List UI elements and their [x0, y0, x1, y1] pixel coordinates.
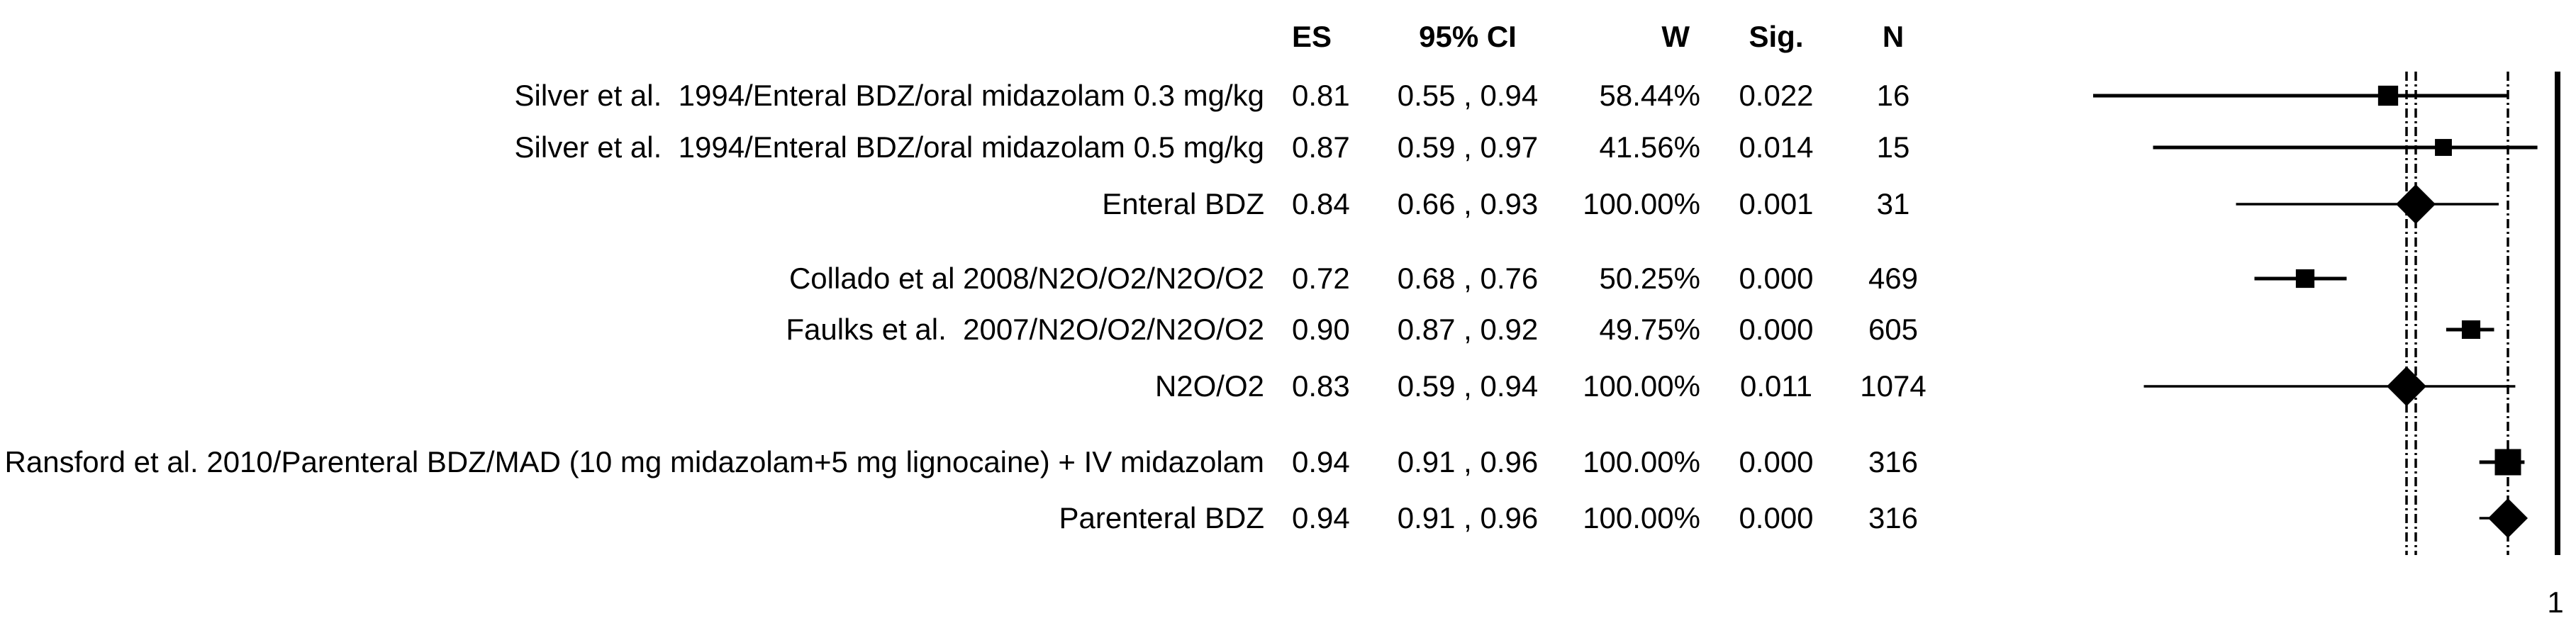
es-square-marker-row-1 — [2377, 85, 2399, 106]
row-3-n: 31 — [1876, 186, 1910, 220]
row-8-w: 100.00% — [1583, 500, 1700, 534]
row-1-sig: 0.022 — [1739, 78, 1814, 112]
column-header-sig: Sig. — [1749, 19, 1804, 53]
row-7-ci: 0.91 , 0.96 — [1397, 444, 1539, 478]
forest-plot-area — [2093, 72, 2560, 555]
row-4-es: 0.72 — [1292, 261, 1350, 295]
row-5-es: 0.90 — [1292, 312, 1350, 346]
row-8-es: 0.94 — [1292, 500, 1350, 534]
row-3-ci: 0.66 , 0.93 — [1397, 186, 1539, 220]
row-2-w: 41.56% — [1599, 130, 1700, 164]
x-axis-tick-label: 1 — [2547, 586, 2564, 619]
es-square-marker-row-4 — [2295, 269, 2315, 289]
pooled-diamond-marker-row-6 — [2387, 366, 2426, 406]
row-4-ci: 0.68 , 0.76 — [1397, 261, 1539, 295]
row-6-es: 0.83 — [1292, 369, 1350, 403]
row-8-n: 316 — [1868, 500, 1919, 534]
row-5-ci: 0.87 , 0.92 — [1397, 312, 1539, 346]
es-square-marker-row-2 — [2435, 139, 2452, 156]
row-7-es: 0.94 — [1292, 444, 1350, 478]
row-4-n: 469 — [1868, 261, 1919, 295]
row-2-label: Silver et al. 1994/Enteral BDZ/oral mida… — [514, 130, 1264, 164]
row-2-es: 0.87 — [1292, 130, 1350, 164]
row-1-w: 58.44% — [1599, 78, 1700, 112]
row-3-es: 0.84 — [1292, 186, 1350, 220]
pooled-diamond-marker-row-3 — [2396, 184, 2436, 224]
row-7-w: 100.00% — [1583, 444, 1700, 478]
row-8-sig: 0.000 — [1739, 500, 1814, 534]
row-5-sig: 0.000 — [1739, 312, 1814, 346]
row-5-n: 605 — [1868, 312, 1919, 346]
row-3-sig: 0.001 — [1739, 186, 1814, 220]
row-4-label: Collado et al 2008/N2O/O2/N2O/O2 — [788, 261, 1264, 295]
row-8-ci: 0.91 , 0.96 — [1397, 500, 1539, 534]
row-7-n: 316 — [1868, 444, 1919, 478]
row-6-ci: 0.59 , 0.94 — [1397, 369, 1539, 403]
column-header-w: W — [1661, 19, 1690, 53]
row-1-es: 0.81 — [1292, 78, 1350, 112]
column-header-ci: 95% CI — [1419, 19, 1517, 53]
row-6-label: N2O/O2 — [1154, 369, 1264, 403]
row-3-w: 100.00% — [1583, 186, 1700, 220]
row-7-label: Ransford et al. 2010/Parenteral BDZ/MAD … — [4, 444, 1264, 478]
column-header-es: ES — [1292, 19, 1332, 53]
row-4-sig: 0.000 — [1739, 261, 1814, 295]
es-square-marker-row-5 — [2461, 320, 2481, 340]
pooled-diamond-marker-row-8 — [2488, 498, 2528, 538]
row-2-sig: 0.014 — [1739, 130, 1814, 164]
es-square-marker-row-7 — [2494, 449, 2521, 476]
row-2-n: 15 — [1876, 130, 1910, 164]
row-5-w: 49.75% — [1599, 312, 1700, 346]
row-8-label: Parenteral BDZ — [1059, 500, 1264, 534]
row-1-n: 16 — [1876, 78, 1910, 112]
row-2-ci: 0.59 , 0.97 — [1397, 130, 1539, 164]
row-1-label: Silver et al. 1994/Enteral BDZ/oral mida… — [514, 78, 1264, 112]
row-1-ci: 0.55 , 0.94 — [1397, 78, 1539, 112]
row-6-n: 1074 — [1860, 369, 1927, 403]
row-6-w: 100.00% — [1583, 369, 1700, 403]
row-5-label: Faulks et al. 2007/N2O/O2/N2O/O2 — [786, 312, 1264, 346]
row-7-sig: 0.000 — [1739, 444, 1814, 478]
column-header-n: N — [1882, 19, 1905, 53]
row-4-w: 50.25% — [1599, 261, 1700, 295]
row-6-sig: 0.011 — [1740, 369, 1812, 403]
row-3-label: Enteral BDZ — [1102, 186, 1264, 220]
